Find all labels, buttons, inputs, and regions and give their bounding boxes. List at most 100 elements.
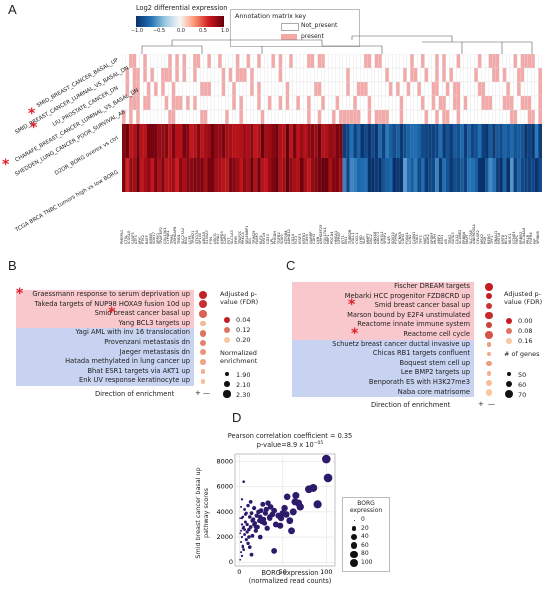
heatmap-cell bbox=[474, 54, 479, 69]
panel-a-letter: A bbox=[8, 2, 17, 17]
scatter-point bbox=[254, 513, 259, 518]
heatmap-cell bbox=[378, 124, 382, 158]
heatmap-cell bbox=[524, 67, 528, 83]
heatmap-cell bbox=[346, 158, 350, 192]
colorbar-tick: 0.0 bbox=[177, 28, 185, 34]
heatmap-cell bbox=[346, 67, 351, 83]
heatmap-cell bbox=[193, 54, 197, 69]
heatmap-cell bbox=[452, 67, 457, 83]
heatmap-cell bbox=[150, 54, 155, 69]
heatmap-cell bbox=[196, 109, 201, 125]
scatter-point bbox=[263, 506, 269, 512]
heatmap-cell bbox=[193, 109, 197, 125]
scatter-point bbox=[239, 532, 242, 535]
heatmap-cell bbox=[232, 109, 237, 125]
heatmap-cell bbox=[460, 158, 464, 192]
heatmap-cell bbox=[413, 81, 418, 97]
heatmap-cell bbox=[381, 109, 386, 125]
heatmap-cell bbox=[395, 109, 400, 125]
heatmap-cell bbox=[477, 54, 482, 69]
heatmap-cell bbox=[516, 109, 521, 125]
heatmap-cell bbox=[516, 81, 521, 97]
heatmap-cell bbox=[235, 81, 240, 97]
heatmap-cell bbox=[353, 158, 357, 192]
heatmap-cell bbox=[246, 109, 251, 125]
heatmap-cell bbox=[524, 109, 528, 125]
heatmap-cell bbox=[146, 54, 151, 69]
heatmap-cell bbox=[196, 67, 201, 83]
heatmap-cell bbox=[161, 67, 165, 83]
heatmap-cell bbox=[403, 158, 407, 192]
heatmap-cell bbox=[303, 95, 308, 111]
heatmap-cell bbox=[417, 67, 422, 83]
heatmap-cell bbox=[299, 67, 304, 83]
heatmap-cell bbox=[196, 124, 201, 158]
heatmap-cell bbox=[520, 109, 525, 125]
heatmap-cell bbox=[356, 109, 361, 125]
heatmap-cell bbox=[370, 81, 375, 97]
heatmap-cell bbox=[335, 67, 340, 83]
heatmap-cell bbox=[132, 109, 137, 125]
heatmap-cell bbox=[225, 67, 229, 83]
heatmap-cell bbox=[267, 124, 272, 158]
heatmap-cell bbox=[499, 95, 504, 111]
heatmap-cell bbox=[506, 109, 511, 125]
heatmap-cell bbox=[150, 67, 155, 83]
fdr-legend-dot bbox=[506, 338, 512, 344]
scatter-point bbox=[289, 508, 297, 516]
heatmap-cell bbox=[524, 54, 528, 69]
heatmap-cell bbox=[257, 124, 261, 158]
enr-legend-dot bbox=[225, 372, 229, 376]
heatmap-cell bbox=[274, 109, 279, 125]
heatmap-cell bbox=[168, 158, 172, 192]
heatmap-cell bbox=[435, 95, 439, 111]
heatmap-cell bbox=[477, 124, 482, 158]
heatmap-cell bbox=[125, 158, 130, 192]
heatmap-cell bbox=[143, 95, 148, 111]
heatmap bbox=[122, 54, 542, 192]
heatmap-cell bbox=[452, 54, 457, 69]
heatmap-cell bbox=[356, 54, 361, 69]
heatmap-cell bbox=[388, 124, 393, 158]
heatmap-cell bbox=[299, 158, 304, 192]
heatmap-cell bbox=[463, 158, 468, 192]
heatmap-cell bbox=[239, 54, 244, 69]
heatmap-cell bbox=[228, 81, 233, 97]
heatmap-cell bbox=[324, 158, 329, 192]
scatter-legend-dot bbox=[350, 542, 358, 550]
enr-legend-value: 2.30 bbox=[236, 391, 251, 399]
heatmap-cell bbox=[260, 67, 265, 83]
y-tick-label: 0 bbox=[229, 558, 233, 566]
heatmap-cell bbox=[431, 81, 436, 97]
pathway-label: Marson bound by E2F4 unstimulated bbox=[347, 310, 470, 319]
scatter-point bbox=[294, 499, 303, 507]
heatmap-cell bbox=[474, 67, 479, 83]
heatmap-cell bbox=[185, 67, 190, 83]
heatmap-cell bbox=[492, 109, 496, 125]
heatmap-cell bbox=[171, 81, 176, 97]
heatmap-cell bbox=[321, 81, 326, 97]
enr-legend-dot bbox=[224, 381, 230, 387]
heatmap-cell bbox=[342, 54, 347, 69]
heatmap-cell bbox=[420, 124, 425, 158]
fdr-legend-dot bbox=[506, 328, 512, 334]
heatmap-cell bbox=[328, 54, 333, 69]
heatmap-cell bbox=[207, 54, 212, 69]
scatter-point bbox=[255, 524, 260, 530]
heatmap-cell bbox=[456, 81, 461, 97]
heatmap-cell bbox=[353, 54, 358, 69]
panel-c: Fischer DREAM targets Mebarki HCC progeni… bbox=[276, 270, 550, 410]
heatmap-cell bbox=[360, 124, 365, 158]
heatmap-cell bbox=[321, 54, 326, 69]
heatmap-cell bbox=[442, 109, 447, 125]
heatmap-cell bbox=[193, 158, 197, 192]
heatmap-cell bbox=[470, 67, 475, 83]
pathway-label: Boquest stem cell up bbox=[399, 358, 471, 367]
heatmap-cell bbox=[356, 67, 361, 83]
heatmap-cell bbox=[150, 158, 155, 192]
heatmap-cell bbox=[485, 124, 489, 158]
heatmap-cell bbox=[360, 109, 365, 125]
heatmap-cell bbox=[289, 124, 293, 158]
heatmap-cell bbox=[132, 124, 137, 158]
heatmap-cell bbox=[310, 67, 315, 83]
